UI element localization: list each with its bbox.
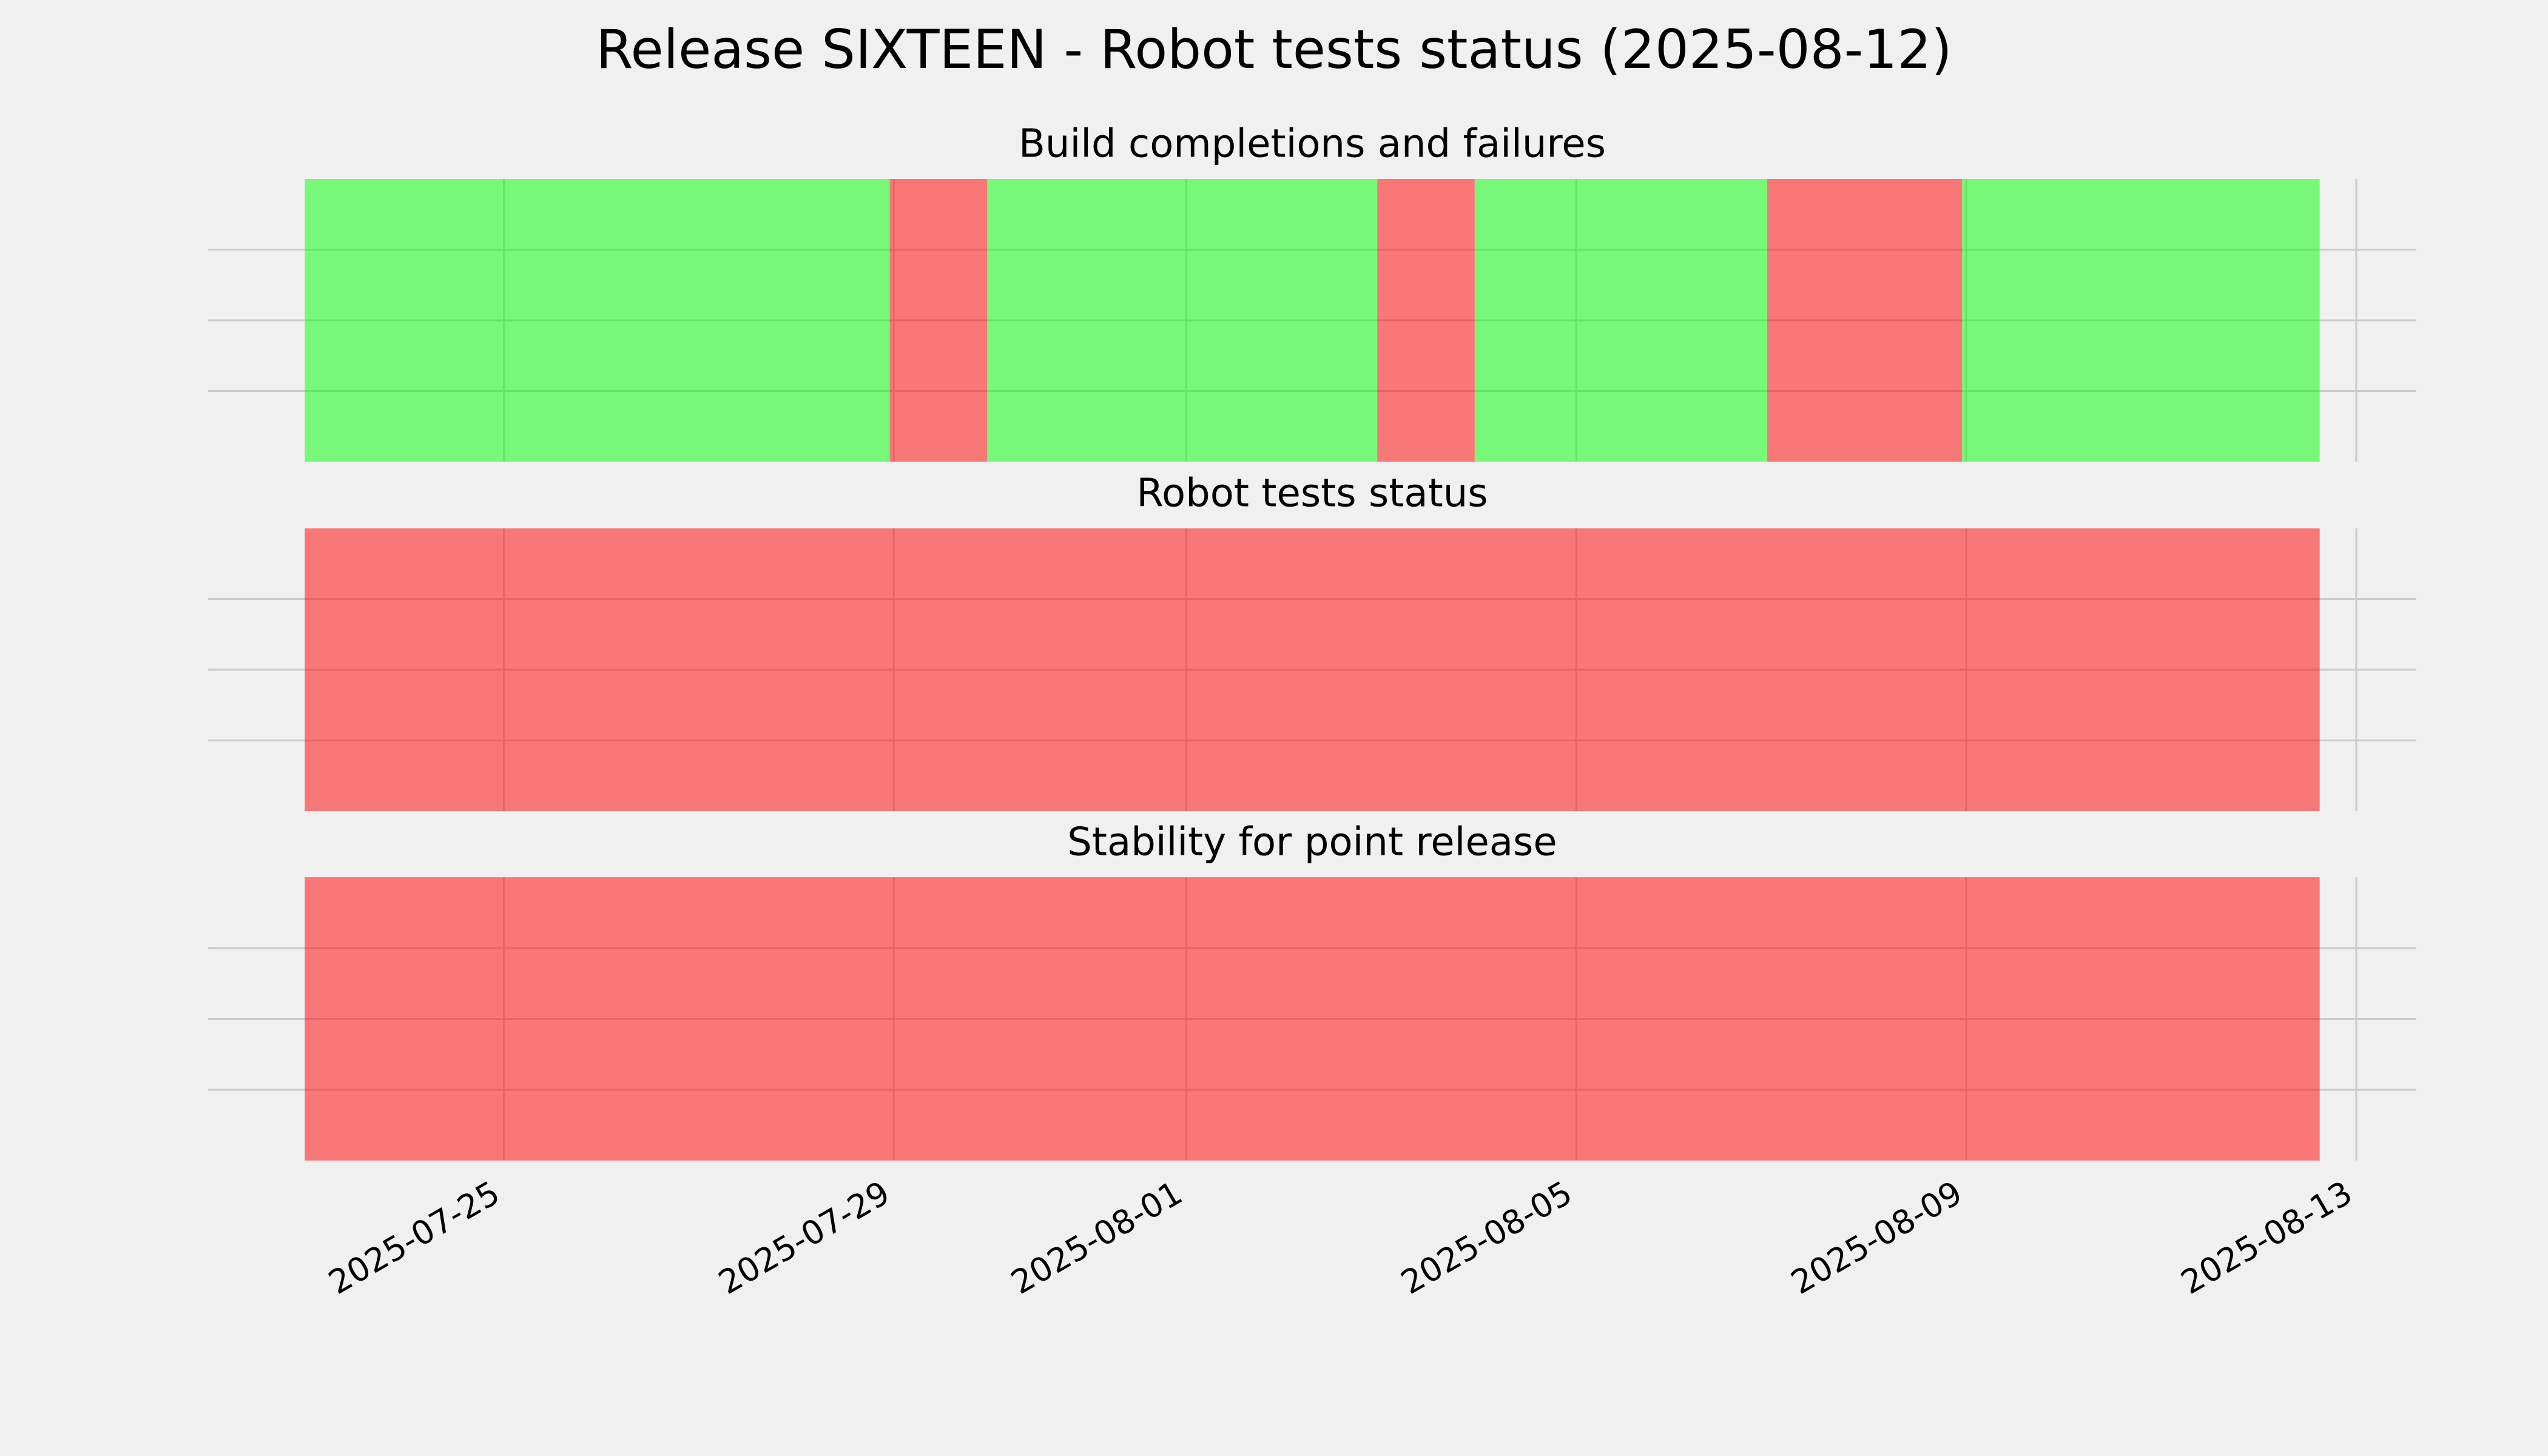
status-segment — [305, 877, 2320, 1161]
status-segment — [987, 179, 1378, 462]
subplot-title: Robot tests status — [1136, 471, 1488, 516]
status-segment — [1962, 179, 2320, 462]
status-segment — [1377, 179, 1475, 462]
status-segment — [1767, 179, 1963, 462]
subplot-title: Stability for point release — [1067, 820, 1557, 865]
subplot-title: Build completions and failures — [1019, 122, 1606, 167]
status-segment — [889, 179, 988, 462]
status-segment — [305, 179, 890, 462]
status-segment — [1474, 179, 1767, 462]
status-segment — [305, 528, 2320, 811]
chart-title: Release SIXTEEN - Robot tests status (20… — [596, 18, 1952, 81]
